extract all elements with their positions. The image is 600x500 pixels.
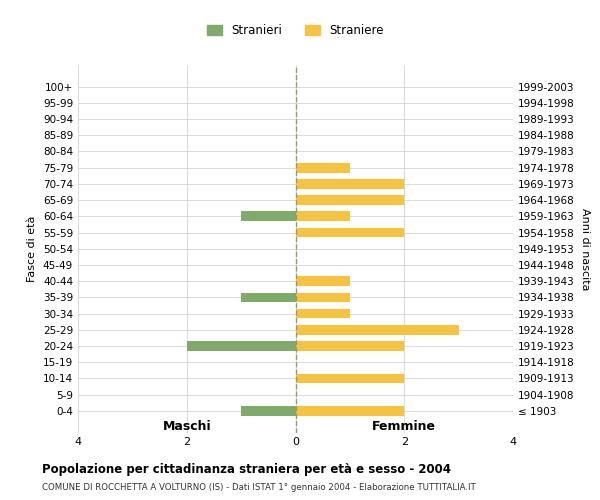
Bar — [296, 276, 350, 286]
Bar — [296, 374, 404, 384]
Bar — [187, 341, 296, 351]
Bar — [296, 406, 404, 416]
Bar — [296, 325, 458, 334]
Bar — [296, 341, 404, 351]
Text: Femmine: Femmine — [372, 420, 436, 432]
Bar — [296, 309, 350, 318]
Bar — [241, 406, 296, 416]
Text: Popolazione per cittadinanza straniera per età e sesso - 2004: Popolazione per cittadinanza straniera p… — [42, 462, 451, 475]
Text: Maschi: Maschi — [163, 420, 211, 432]
Bar — [296, 292, 350, 302]
Y-axis label: Fasce di età: Fasce di età — [28, 216, 37, 282]
Bar — [296, 179, 404, 188]
Text: COMUNE DI ROCCHETTA A VOLTURNO (IS) - Dati ISTAT 1° gennaio 2004 - Elaborazione : COMUNE DI ROCCHETTA A VOLTURNO (IS) - Da… — [42, 484, 476, 492]
Legend: Stranieri, Straniere: Stranieri, Straniere — [203, 20, 388, 42]
Bar — [296, 212, 350, 221]
Bar — [241, 212, 296, 221]
Bar — [241, 292, 296, 302]
Bar — [296, 195, 404, 205]
Y-axis label: Anni di nascita: Anni di nascita — [580, 208, 590, 290]
Bar — [296, 163, 350, 172]
Bar — [296, 228, 404, 237]
